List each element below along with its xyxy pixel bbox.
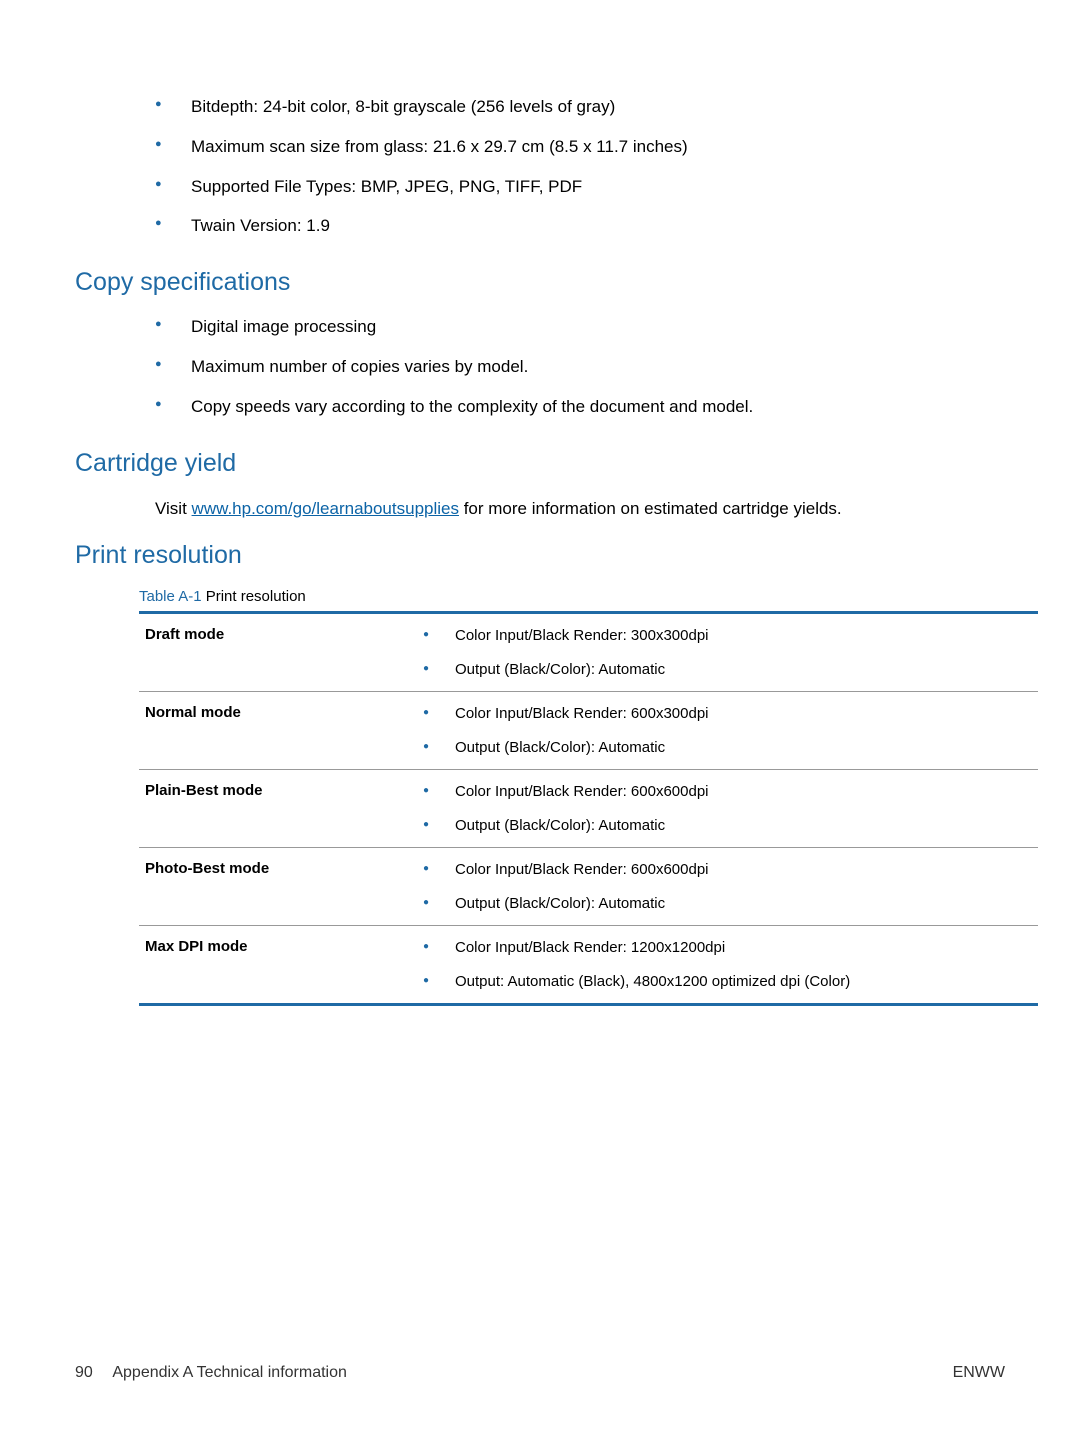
- table-title: Print resolution: [202, 588, 306, 605]
- mode-cell: Normal mode: [139, 692, 419, 770]
- text-suffix: for more information on estimated cartri…: [459, 499, 842, 518]
- mode-cell: Draft mode: [139, 613, 419, 692]
- list-item: Twain Version: 1.9: [155, 214, 975, 238]
- cartridge-yield-text: Visit www.hp.com/go/learnaboutsupplies f…: [155, 496, 975, 522]
- list-item: Color Input/Black Render: 600x600dpi: [423, 782, 1038, 802]
- list-item: Copy speeds vary according to the comple…: [155, 395, 975, 419]
- page-footer: 90 Appendix A Technical information ENWW: [75, 1364, 1005, 1382]
- heading-print-resolution: Print resolution: [75, 541, 975, 570]
- table-row: Photo-Best modeColor Input/Black Render:…: [139, 848, 1038, 926]
- heading-cartridge-yield: Cartridge yield: [75, 449, 975, 478]
- list-item: Output (Black/Color): Automatic: [423, 816, 1038, 836]
- footer-right: ENWW: [953, 1364, 1005, 1382]
- values-cell: Color Input/Black Render: 300x300dpi Outp…: [419, 613, 1038, 692]
- scan-specs-list: Bitdepth: 24-bit color, 8-bit grayscale …: [155, 95, 975, 238]
- copy-specs-list: Digital image processing Maximum number …: [155, 315, 975, 418]
- text-prefix: Visit: [155, 499, 192, 518]
- list-item: Output: Automatic (Black), 4800x1200 opt…: [423, 972, 1038, 992]
- list-item: Bitdepth: 24-bit color, 8-bit grayscale …: [155, 95, 975, 119]
- table-label: Table A-1: [139, 588, 202, 605]
- list-item: Color Input/Black Render: 600x300dpi: [423, 704, 1038, 724]
- appendix-label: Appendix A Technical information: [112, 1364, 347, 1381]
- list-item: Output (Black/Color): Automatic: [423, 660, 1038, 680]
- list-item: Output (Black/Color): Automatic: [423, 738, 1038, 758]
- table-row: Draft modeColor Input/Black Render: 300x…: [139, 613, 1038, 692]
- mode-cell: Photo-Best mode: [139, 848, 419, 926]
- page-content: Bitdepth: 24-bit color, 8-bit grayscale …: [75, 95, 975, 1006]
- supplies-link[interactable]: www.hp.com/go/learnaboutsupplies: [192, 499, 459, 518]
- list-item: Maximum scan size from glass: 21.6 x 29.…: [155, 135, 975, 159]
- heading-copy-specifications: Copy specifications: [75, 268, 975, 297]
- list-item: Maximum number of copies varies by model…: [155, 355, 975, 379]
- list-item: Output (Black/Color): Automatic: [423, 894, 1038, 914]
- list-item: Color Input/Black Render: 600x600dpi: [423, 860, 1038, 880]
- values-cell: Color Input/Black Render: 600x600dpi Outp…: [419, 770, 1038, 848]
- table-caption: Table A-1 Print resolution: [139, 588, 975, 605]
- mode-cell: Plain-Best mode: [139, 770, 419, 848]
- list-item: Supported File Types: BMP, JPEG, PNG, TI…: [155, 175, 975, 199]
- footer-left: 90 Appendix A Technical information: [75, 1364, 347, 1382]
- list-item: Color Input/Black Render: 1200x1200dpi: [423, 938, 1038, 958]
- values-cell: Color Input/Black Render: 1200x1200dpi Ou…: [419, 926, 1038, 1005]
- values-cell: Color Input/Black Render: 600x600dpi Outp…: [419, 848, 1038, 926]
- print-resolution-table: Draft modeColor Input/Black Render: 300x…: [139, 611, 1038, 1006]
- page-number: 90: [75, 1364, 93, 1381]
- table-row: Normal modeColor Input/Black Render: 600…: [139, 692, 1038, 770]
- values-cell: Color Input/Black Render: 600x300dpi Outp…: [419, 692, 1038, 770]
- list-item: Color Input/Black Render: 300x300dpi: [423, 626, 1038, 646]
- table-row: Plain-Best modeColor Input/Black Render:…: [139, 770, 1038, 848]
- mode-cell: Max DPI mode: [139, 926, 419, 1005]
- list-item: Digital image processing: [155, 315, 975, 339]
- table-row: Max DPI modeColor Input/Black Render: 12…: [139, 926, 1038, 1005]
